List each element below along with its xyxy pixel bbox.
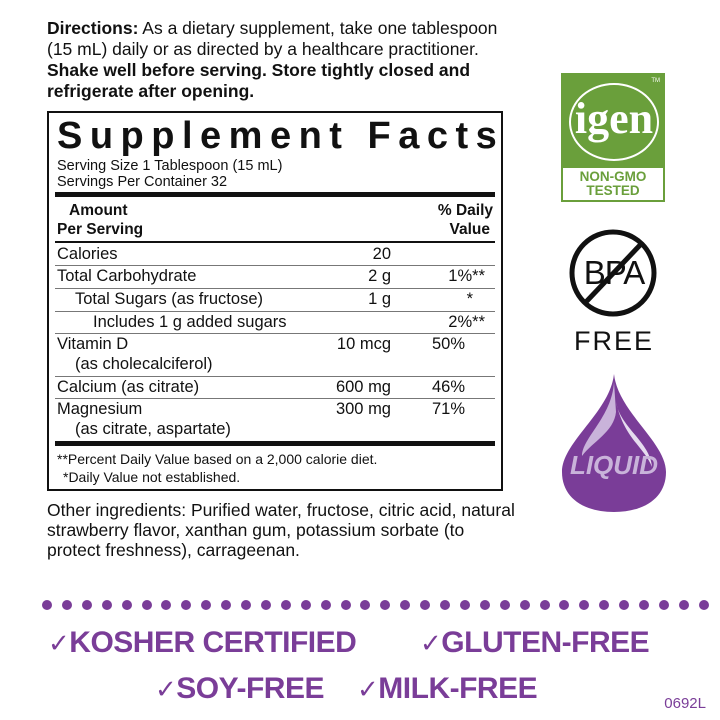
divider-dot (181, 600, 192, 610)
nutrient-daily-value: * (466, 290, 473, 308)
igen-logo: igen TM (563, 75, 663, 168)
nutrient-amount: 600 mg (335, 378, 391, 396)
divider-dot (459, 600, 470, 610)
non-gmo-tested-label: NON-GMO TESTED (579, 169, 647, 198)
divider-dot (121, 600, 132, 610)
nutrient-daily-value: 50% (431, 335, 465, 353)
nutrient-name: Vitamin D (57, 335, 129, 353)
liquid-badge: LIQUID (558, 372, 670, 514)
divider-dot (499, 600, 510, 610)
dotted-divider (42, 600, 709, 612)
divider (55, 241, 495, 243)
divider-dot (639, 600, 649, 610)
bpa-free-badge: BPA (568, 228, 660, 320)
divider-dot (619, 600, 630, 610)
claim-milk-free: ✓MILK-FREE (357, 672, 538, 705)
product-code: 0692L (664, 695, 706, 712)
nutrient-name: Includes 1 g added sugars (93, 313, 287, 331)
divider-dot (698, 600, 709, 610)
nutrient-name: Total Carbohydrate (57, 267, 197, 285)
nutrient-amount: 2 g (368, 267, 391, 285)
header-amount: Amount Per Serving (57, 202, 144, 238)
nutrient-amount: 1 g (368, 290, 391, 308)
divider-dot (340, 600, 351, 610)
claim-soy-free: ✓SOY-FREE (155, 672, 324, 705)
nutrient-name: Total Sugars (as fructose) (75, 290, 263, 308)
divider-dot (658, 600, 669, 610)
divider-dot (161, 600, 172, 610)
directions-storage: Shake well before serving. Store tightly… (47, 60, 471, 101)
divider-dot (241, 600, 251, 610)
divider-dot (440, 600, 450, 610)
divider-dot (420, 600, 431, 610)
other-ingredients: Other ingredients: Purified water, fruct… (47, 500, 515, 560)
nutrient-name: Magnesium (57, 400, 143, 418)
divider-dot (260, 600, 271, 610)
nutrient-daily-value: 2%** (448, 313, 485, 331)
nutrient-source: (as citrate, aspartate) (75, 420, 231, 438)
nutrient-row: Calcium (as citrate) 600 mg 46% (55, 377, 495, 399)
nutrient-daily-value: 1%** (448, 267, 485, 285)
divider-dot (61, 600, 72, 610)
servings-per-container: Servings Per Container 32 (57, 174, 228, 190)
divider-dot (221, 600, 232, 610)
nutrient-source: (as cholecalciferol) (75, 355, 213, 373)
non-gmo-badge: igen TM NON-GMO TESTED (561, 73, 665, 202)
no-bpa-icon (569, 229, 657, 317)
nutrient-amount: 300 mg (335, 400, 391, 418)
divider-dot (42, 600, 52, 610)
directions-label: Directions: (47, 18, 139, 38)
divider-dot (201, 600, 212, 610)
divider-dot (579, 600, 590, 610)
nutrient-row: Calories 20 (55, 244, 495, 266)
footnote-not-established: *Daily Value not established. (63, 469, 241, 485)
divider-dot (360, 600, 371, 610)
divider-dot (559, 600, 570, 610)
divider-dot (300, 600, 311, 610)
footnote-percent: **Percent Daily Value based on a 2,000 c… (57, 451, 378, 467)
liquid-drop-icon (562, 374, 666, 512)
divider-dot (320, 600, 331, 610)
divider-dot (280, 600, 291, 610)
divider-dot (479, 600, 490, 610)
header-daily-value: % Daily Value (437, 202, 493, 238)
facts-title: Supplement Facts (57, 115, 505, 157)
divider-dot (141, 600, 152, 610)
divider-dot (539, 600, 550, 610)
nutrient-row: Magnesium (as citrate, aspartate) 300 mg 71… (55, 399, 495, 441)
divider-dot (678, 600, 689, 610)
directions-text: Directions: As a dietary supplement, tak… (47, 18, 517, 102)
nutrient-row: Total Carbohydrate 2 g 1%** (55, 266, 495, 289)
bpa-free-label: FREE (573, 326, 654, 356)
divider-thick (55, 441, 495, 446)
nutrient-daily-value: 46% (431, 378, 465, 396)
divider-thick (55, 192, 495, 197)
divider-dot (400, 600, 411, 610)
serving-size: Serving Size 1 Tablespoon (15 mL) (57, 158, 283, 174)
divider-dot (519, 600, 530, 610)
claim-kosher: ✓KOSHER CERTIFIED (48, 626, 357, 659)
nutrient-name: Calories (57, 245, 118, 263)
nutrient-amount: 20 (372, 245, 391, 263)
bpa-text: BPA (583, 254, 646, 291)
nutrient-name: Calcium (as citrate) (57, 378, 200, 396)
divider-dot (599, 600, 610, 610)
divider-dot (101, 600, 112, 610)
nutrient-row: Vitamin D (as cholecalciferol) 10 mcg 50% (55, 334, 495, 377)
divider-dot (380, 600, 391, 610)
nutrient-row: Total Sugars (as fructose) 1 g * (55, 289, 495, 312)
nutrient-row: Includes 1 g added sugars 2%** (55, 312, 495, 334)
nutrient-amount: 10 mcg (336, 335, 391, 353)
claim-gluten-free: ✓GLUTEN-FREE (420, 626, 650, 659)
divider-dot (81, 600, 92, 610)
directions-body: As a dietary supplement, take one tables… (47, 18, 498, 59)
supplement-facts-panel: Supplement Facts Serving Size 1 Tablespo… (47, 111, 503, 491)
nutrient-daily-value: 71% (431, 400, 465, 418)
